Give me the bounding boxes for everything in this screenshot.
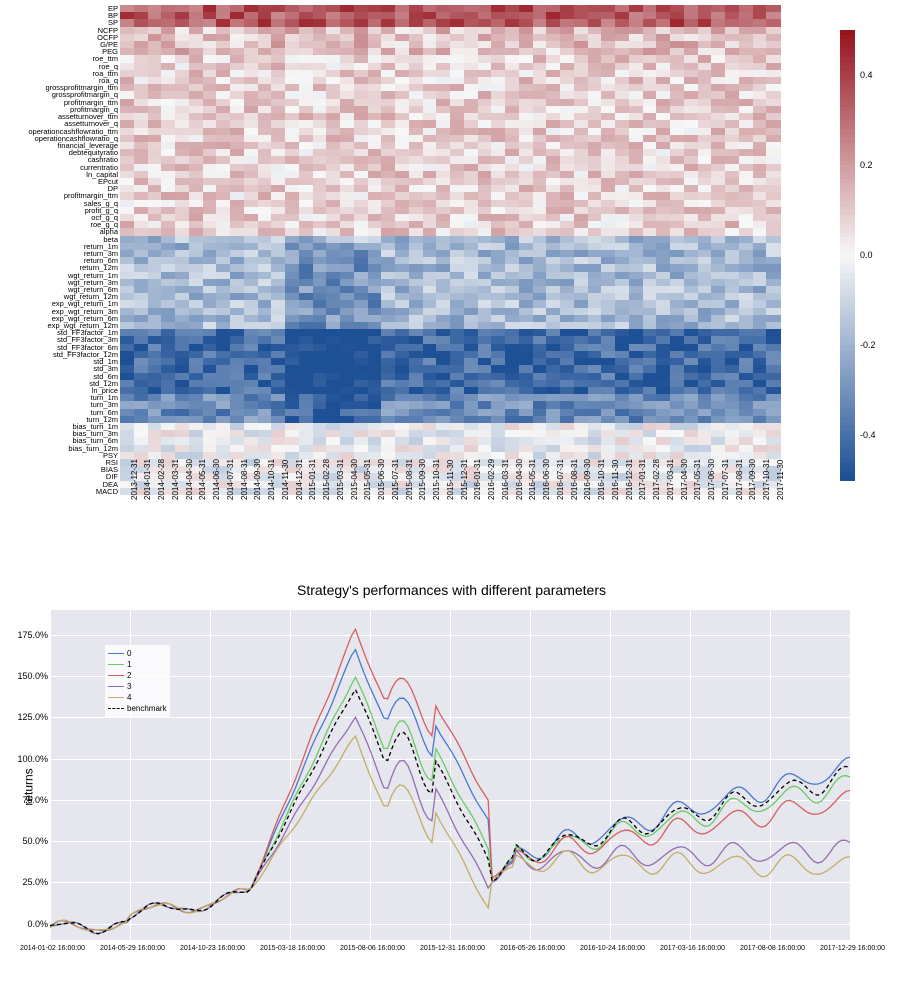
legend-label: 3 [127, 682, 131, 691]
heatmap-col-label: 2014-11-30 [281, 460, 290, 500]
heatmap-col-label: 2014-12-31 [295, 459, 304, 500]
heatmap-col-label: 2016-08-31 [570, 459, 579, 500]
legend: 0 1 2 3 4 benchmark [105, 645, 170, 717]
xtick-label: 2015-12-31 16:00:00 [420, 945, 485, 952]
heatmap-col-label: 2017-10-31 [762, 459, 771, 500]
heatmap-col-label: 2014-01-31 [143, 459, 152, 500]
colorbar-tick: -0.2 [860, 340, 876, 350]
heatmap-col-label: 2015-05-31 [363, 459, 372, 500]
heatmap-col-label: 2014-03-31 [171, 459, 180, 500]
heatmap-col-label: 2015-11-30 [446, 460, 455, 500]
xtick-label: 2017-12-29 16:00:00 [820, 945, 885, 952]
xtick-label: 2014-10-23 16:00:00 [180, 945, 245, 952]
heatmap-col-label: 2015-07-31 [391, 459, 400, 500]
heatmap-col-label: 2015-02-28 [322, 459, 331, 500]
xtick-label: 2017-08-08 16:00:00 [740, 945, 805, 952]
heatmap-col-label: 2017-11-30 [776, 460, 785, 500]
xtick-label: 2014-05-29 16:00:00 [100, 945, 165, 952]
heatmap-col-label: 2014-09-30 [253, 459, 262, 500]
colorbar-tick: 0.4 [860, 70, 873, 80]
series-line [50, 736, 850, 930]
series-line [50, 629, 850, 930]
heatmap-col-label: 2016-10-31 [597, 459, 606, 500]
ytick-label: 100.0% [17, 754, 48, 764]
heatmap-col-label: 2015-06-30 [377, 459, 386, 500]
heatmap-col-label: 2016-12-31 [625, 459, 634, 500]
series-line [50, 690, 850, 934]
heatmap-col-label: 2014-07-31 [226, 459, 235, 500]
heatmap-col-label: 2015-03-31 [336, 459, 345, 500]
heatmap-col-label: 2016-09-30 [583, 459, 592, 500]
heatmap-col-label: 2014-04-30 [185, 459, 194, 500]
heatmap-row-label: MACD [96, 487, 118, 496]
colorbar-tick: 0.2 [860, 160, 873, 170]
heatmap-col-label: 2017-03-31 [666, 459, 675, 500]
heatmap-col-label: 2014-02-28 [157, 459, 166, 500]
heatmap-col-label: 2017-06-30 [707, 459, 716, 500]
heatmap-col-label: 2015-04-30 [350, 459, 359, 500]
legend-label: 0 [127, 649, 131, 658]
heatmap-col-label: 2015-10-31 [432, 459, 441, 500]
heatmap-col-label: 2017-08-31 [735, 459, 744, 500]
heatmap-col-label: 2016-04-30 [515, 459, 524, 500]
ytick-label: 50.0% [22, 836, 48, 846]
legend-label: 4 [127, 693, 131, 702]
legend-item: 3 [108, 681, 167, 692]
series-line [50, 650, 850, 931]
heatmap-col-label: 2014-05-31 [198, 459, 207, 500]
ytick-label: 0.0% [27, 919, 48, 929]
xtick-label: 2017-03-16 16:00:00 [660, 945, 725, 952]
ytick-label: 25.0% [22, 877, 48, 887]
heatmap-col-label: 2017-01-31 [638, 459, 647, 500]
legend-item: benchmark [108, 703, 167, 714]
heatmap-col-label: 2014-08-31 [240, 459, 249, 500]
linechart-title: Strategy's performances with different p… [0, 580, 903, 598]
xtick-label: 2014-01-02 16:00:00 [20, 945, 85, 952]
legend-item: 4 [108, 692, 167, 703]
ytick-label: 150.0% [17, 671, 48, 681]
heatmap-col-label: 2017-04-30 [680, 459, 689, 500]
heatmap-col-label: 2015-01-31 [308, 459, 317, 500]
heatmap-col-label: 2015-09-30 [418, 459, 427, 500]
heatmap-col-label: 2017-09-30 [748, 459, 757, 500]
heatmap-col-label: 2016-07-31 [556, 459, 565, 500]
heatmap-col-label: 2016-01-31 [473, 459, 482, 500]
heatmap-col-label: 2016-05-31 [528, 459, 537, 500]
ytick-label: 125.0% [17, 712, 48, 722]
legend-item: 0 [108, 648, 167, 659]
xtick-label: 2016-10-24 16:00:00 [580, 945, 645, 952]
legend-item: 1 [108, 659, 167, 670]
heatmap-col-label: 2016-11-30 [611, 460, 620, 500]
xtick-label: 2015-08-06 16:00:00 [340, 945, 405, 952]
heatmap-col-label: 2015-12-31 [460, 459, 469, 500]
xtick-label: 2016-05-26 16:00:00 [500, 945, 565, 952]
colorbar-tick: 0.0 [860, 250, 873, 260]
heatmap-col-label: 2017-02-28 [652, 459, 661, 500]
heatmap-col-label: 2016-03-31 [501, 459, 510, 500]
heatmap-col-label: 2017-07-31 [721, 459, 730, 500]
heatmap-panel: EPBPSPNCFPOCFPG/PEPEGroe_ttmroe_qroa_ttm… [0, 0, 903, 580]
legend-label: 2 [127, 671, 131, 680]
heatmap-col-label: 2015-08-31 [405, 459, 414, 500]
series-line [50, 677, 850, 933]
legend-label: benchmark [127, 704, 167, 713]
colorbar [840, 30, 855, 480]
legend-label: 1 [127, 660, 131, 669]
colorbar-tick: -0.4 [860, 430, 876, 440]
linechart-panel: Strategy's performances with different p… [0, 580, 903, 1000]
heatmap-col-label: 2017-05-31 [693, 459, 702, 500]
heatmap-col-label: 2013-12-31 [130, 459, 139, 500]
heatmap-col-label: 2014-06-30 [212, 459, 221, 500]
legend-item: 2 [108, 670, 167, 681]
xtick-label: 2015-03-18 16:00:00 [260, 945, 325, 952]
heatmap-plot [120, 5, 780, 495]
heatmap-col-label: 2016-02-29 [487, 459, 496, 500]
linechart-plot: 0 1 2 3 4 benchmark [50, 610, 850, 940]
ytick-label: 75.0% [22, 795, 48, 805]
heatmap-col-label: 2016-06-30 [542, 459, 551, 500]
heatmap-col-label: 2014-10-31 [267, 459, 276, 500]
ytick-label: 175.0% [17, 630, 48, 640]
grid-line [850, 610, 851, 940]
